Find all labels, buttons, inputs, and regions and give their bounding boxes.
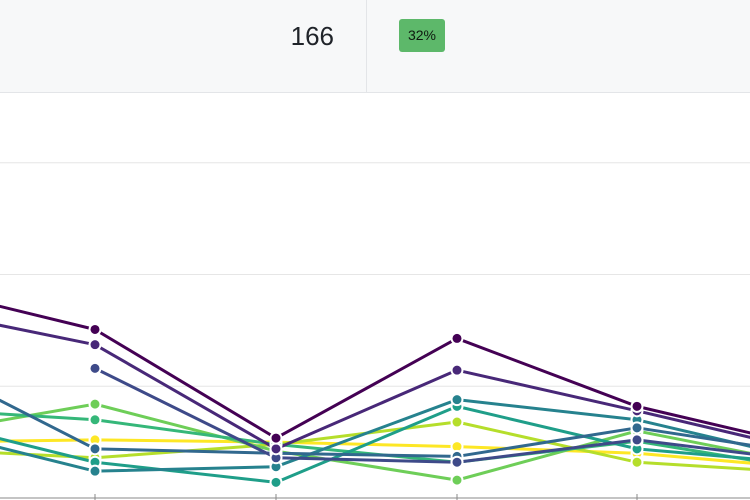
- percent-badge: 32%: [399, 19, 445, 52]
- series-line-5: [0, 398, 750, 473]
- data-point-s2-x3[interactable]: [450, 363, 464, 377]
- stats-header: 166 32%: [0, 0, 750, 93]
- chart-svg: [0, 162, 750, 500]
- data-point-s8-x3[interactable]: [450, 473, 464, 487]
- data-point-s9-x3[interactable]: [450, 415, 464, 429]
- data-point-s3-x3[interactable]: [450, 455, 464, 469]
- line-chart: [0, 93, 750, 500]
- series-line-2: [0, 323, 750, 451]
- data-point-s2-x2[interactable]: [269, 442, 283, 456]
- data-point-s3-x4[interactable]: [630, 433, 644, 447]
- stat-value: 166: [290, 21, 334, 51]
- data-point-s6-x2[interactable]: [269, 475, 283, 489]
- data-point-s5-x3[interactable]: [450, 393, 464, 407]
- data-point-s1-x4[interactable]: [630, 399, 644, 413]
- data-point-s2-x1[interactable]: [88, 338, 102, 352]
- data-point-s4-x1[interactable]: [88, 442, 102, 456]
- data-point-s7-x1[interactable]: [88, 413, 102, 427]
- series-line-1: [0, 304, 750, 440]
- data-point-s9-x4[interactable]: [630, 455, 644, 469]
- data-point-s5-x1[interactable]: [88, 464, 102, 478]
- series-line-8: [0, 402, 750, 482]
- header-divider: [366, 0, 367, 93]
- series-line-7: [0, 412, 750, 464]
- data-point-s8-x1[interactable]: [88, 397, 102, 411]
- data-point-s1-x1[interactable]: [88, 322, 102, 336]
- data-point-s3-x1[interactable]: [88, 361, 102, 375]
- series-line-4: [0, 398, 750, 458]
- data-point-s4-x4[interactable]: [630, 421, 644, 435]
- series-line-6: [0, 404, 750, 484]
- data-point-s1-x2[interactable]: [269, 431, 283, 445]
- data-point-s1-x3[interactable]: [450, 331, 464, 345]
